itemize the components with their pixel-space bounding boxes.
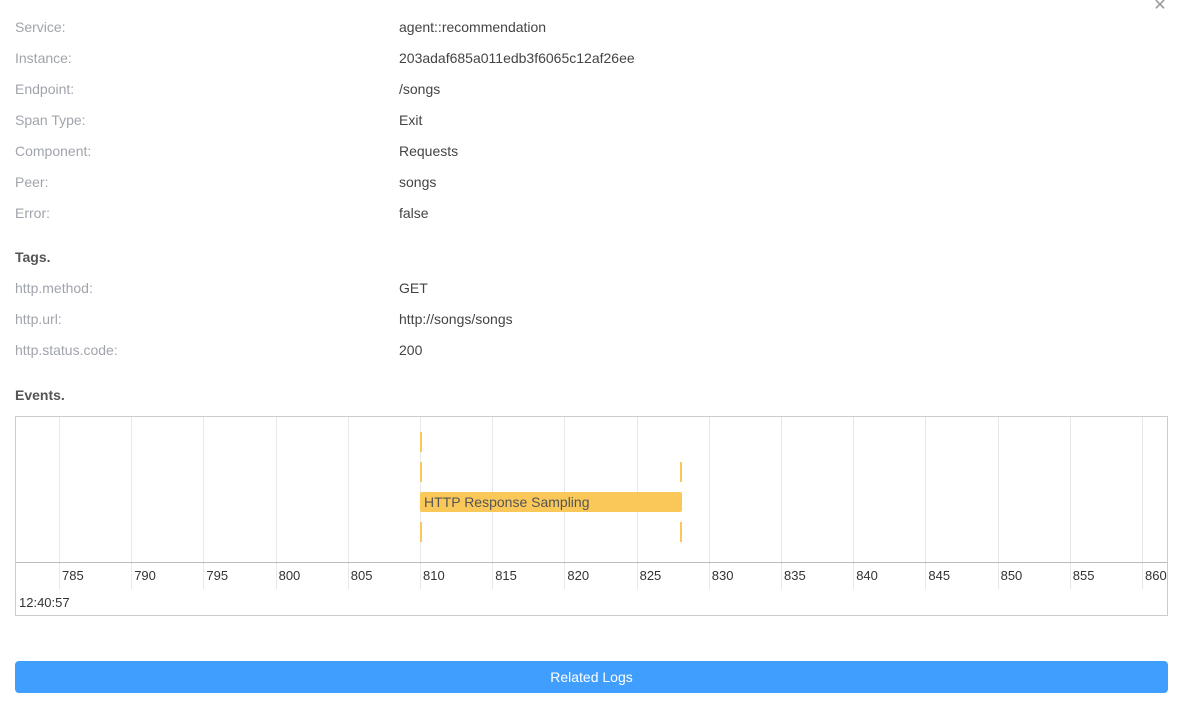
event-start-marker [420, 432, 422, 452]
field-value: false [399, 205, 429, 221]
tag-row: http.status.code: 200 [15, 340, 1165, 360]
tag-label: http.method: [15, 280, 93, 296]
field-value: songs [399, 174, 437, 190]
tick-label: 785 [62, 568, 84, 583]
grid-line [925, 417, 927, 589]
field-row: Instance: 203adaf685a011edb3f6065c12af26e… [15, 48, 1165, 68]
field-label: Service: [15, 19, 66, 35]
field-row: Peer: songs [15, 172, 1165, 192]
field-label: Instance: [15, 50, 72, 66]
field-row: Error: false [15, 203, 1165, 223]
field-label: Endpoint: [15, 81, 75, 97]
field-row: Span Type: Exit [15, 110, 1165, 130]
tick-label: 815 [495, 568, 517, 583]
field-row: Service: agent::recommendation [15, 17, 1165, 37]
field-value: agent::recommendation [399, 19, 547, 35]
tick-label: 840 [856, 568, 878, 583]
tick-label: 800 [278, 568, 301, 583]
tag-label: http.status.code: [15, 342, 118, 358]
tag-value: 200 [399, 342, 423, 358]
event-bar[interactable]: HTTP Response Sampling [420, 492, 682, 512]
tick-label: 845 [928, 568, 951, 583]
grid-line [853, 417, 855, 589]
grid-line [997, 417, 999, 589]
tag-label: http.url: [15, 311, 62, 327]
tag-row: http.url: http://songs/songs [15, 309, 1165, 329]
time-label: 12:40:57 [19, 595, 70, 610]
tick-label: 795 [206, 568, 229, 583]
events-title: Events. [15, 387, 65, 403]
field-label: Peer: [15, 174, 49, 190]
tick-label: 805 [350, 568, 373, 583]
grid-line [59, 417, 60, 589]
tick-label: 835 [784, 568, 806, 583]
event-start-marker [420, 522, 422, 542]
tick-label: 830 [711, 568, 734, 583]
tag-value: GET [399, 280, 428, 296]
axis-line [16, 562, 1167, 563]
tag-value: http://songs/songs [399, 311, 513, 327]
tick-label: 825 [639, 568, 662, 583]
events-timeline: 785 790 795 800 805 810 815 820 825 830 835 840 845 8… [15, 416, 1168, 616]
grid-line [708, 417, 710, 589]
close-icon[interactable]: ✕ [1153, 0, 1167, 14]
field-label: Span Type: [15, 112, 86, 128]
grid-line [347, 417, 349, 589]
field-label: Component: [15, 143, 92, 159]
field-row: Endpoint: /songs [15, 79, 1165, 99]
event-start-marker [420, 462, 422, 482]
tick-label: 860 [1145, 568, 1167, 583]
grid-line [1069, 417, 1071, 589]
tags-title: Tags. [15, 249, 51, 265]
field-row: Component: Requests [15, 141, 1165, 161]
field-value: Requests [399, 143, 459, 159]
grid-line [203, 417, 205, 589]
field-value: 203adaf685a011edb3f6065c12af26ee [399, 50, 635, 66]
event-end-marker [679, 462, 682, 482]
tick-label: 810 [423, 568, 445, 583]
grid-line [131, 417, 133, 589]
grid-line [275, 417, 277, 589]
event-end-marker [679, 522, 682, 542]
grid-line [1142, 417, 1143, 589]
tag-row: http.method: GET [15, 278, 1165, 298]
tick-label: 790 [134, 568, 156, 583]
tick-label: 855 [1072, 568, 1095, 583]
field-value: Exit [399, 112, 423, 128]
tick-label: 850 [1000, 568, 1023, 583]
tick-label: 820 [567, 568, 590, 583]
grid-line [781, 417, 782, 589]
field-label: Error: [15, 205, 50, 221]
field-value: /songs [399, 81, 441, 97]
related-logs-button[interactable]: Related Logs [15, 661, 1168, 693]
